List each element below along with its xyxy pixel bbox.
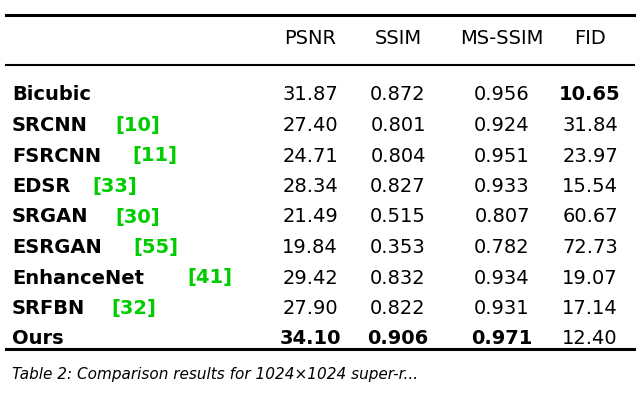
Text: SRFBN: SRFBN: [12, 299, 85, 318]
Text: 0.353: 0.353: [370, 238, 426, 257]
Text: 0.934: 0.934: [474, 268, 530, 287]
Text: 29.42: 29.42: [282, 268, 338, 287]
Text: 27.40: 27.40: [282, 116, 338, 135]
Text: SRCNN: SRCNN: [12, 116, 88, 135]
Text: [55]: [55]: [133, 238, 178, 257]
Text: 0.951: 0.951: [474, 146, 530, 166]
Text: 0.872: 0.872: [370, 85, 426, 104]
Text: 27.90: 27.90: [282, 299, 338, 318]
Text: EnhanceNet: EnhanceNet: [12, 268, 144, 287]
Text: 23.97: 23.97: [562, 146, 618, 166]
Text: FSRCNN: FSRCNN: [12, 146, 101, 166]
Text: 17.14: 17.14: [562, 299, 618, 318]
Text: 60.67: 60.67: [562, 208, 618, 227]
Text: 0.827: 0.827: [370, 177, 426, 196]
Text: 24.71: 24.71: [282, 146, 338, 166]
Text: FID: FID: [574, 29, 606, 48]
Text: 0.832: 0.832: [370, 268, 426, 287]
Text: [30]: [30]: [116, 208, 161, 227]
Text: 34.10: 34.10: [279, 330, 340, 349]
Text: SRGAN: SRGAN: [12, 208, 88, 227]
Text: EDSR: EDSR: [12, 177, 70, 196]
Text: 0.822: 0.822: [370, 299, 426, 318]
Text: ESRGAN: ESRGAN: [12, 238, 102, 257]
Text: PSNR: PSNR: [284, 29, 336, 48]
Text: 19.84: 19.84: [282, 238, 338, 257]
Text: SSIM: SSIM: [374, 29, 422, 48]
Text: 0.931: 0.931: [474, 299, 530, 318]
Text: 0.782: 0.782: [474, 238, 530, 257]
Text: [11]: [11]: [132, 146, 177, 166]
Text: 0.804: 0.804: [371, 146, 426, 166]
Text: 12.40: 12.40: [562, 330, 618, 349]
Text: 31.87: 31.87: [282, 85, 338, 104]
Text: Ours: Ours: [12, 330, 63, 349]
Text: [41]: [41]: [188, 268, 232, 287]
Text: 0.971: 0.971: [471, 330, 532, 349]
Text: 0.807: 0.807: [474, 208, 530, 227]
Text: MS-SSIM: MS-SSIM: [460, 29, 544, 48]
Text: Bicubic: Bicubic: [12, 85, 91, 104]
Text: 19.07: 19.07: [562, 268, 618, 287]
Text: 72.73: 72.73: [562, 238, 618, 257]
Text: 15.54: 15.54: [562, 177, 618, 196]
Text: 0.924: 0.924: [474, 116, 530, 135]
Text: [32]: [32]: [111, 299, 157, 318]
Text: 0.933: 0.933: [474, 177, 530, 196]
Text: 21.49: 21.49: [282, 208, 338, 227]
Text: 0.956: 0.956: [474, 85, 530, 104]
Text: 0.906: 0.906: [367, 330, 429, 349]
Text: [10]: [10]: [115, 116, 160, 135]
Text: 28.34: 28.34: [282, 177, 338, 196]
Text: 31.84: 31.84: [562, 116, 618, 135]
Text: 0.515: 0.515: [370, 208, 426, 227]
Text: Table 2: Comparison results for 1024×1024 super-r...: Table 2: Comparison results for 1024×102…: [12, 368, 418, 382]
Text: [33]: [33]: [93, 177, 137, 196]
Text: 10.65: 10.65: [559, 85, 621, 104]
Text: 0.801: 0.801: [371, 116, 426, 135]
